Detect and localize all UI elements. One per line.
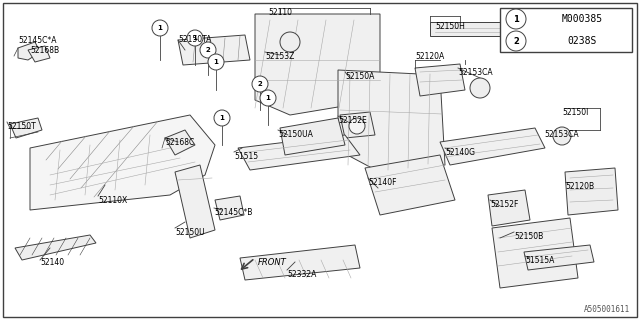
Circle shape — [200, 42, 216, 58]
Polygon shape — [488, 190, 530, 226]
Text: 52150A: 52150A — [345, 72, 374, 81]
Polygon shape — [340, 112, 375, 138]
Circle shape — [260, 90, 276, 106]
Polygon shape — [215, 196, 244, 220]
Text: 52152E: 52152E — [338, 116, 367, 125]
Text: M000385: M000385 — [561, 14, 603, 24]
Text: 52150H: 52150H — [435, 22, 465, 31]
Text: 52168B: 52168B — [30, 46, 59, 55]
Text: 1: 1 — [214, 59, 218, 65]
Text: 52145C*B: 52145C*B — [214, 208, 252, 217]
Text: 52140: 52140 — [40, 258, 64, 267]
Polygon shape — [430, 22, 530, 36]
Text: 52120B: 52120B — [565, 182, 594, 191]
Circle shape — [349, 118, 365, 134]
Polygon shape — [30, 115, 215, 210]
Text: 1: 1 — [220, 115, 225, 121]
Polygon shape — [280, 118, 345, 155]
Text: 51515: 51515 — [234, 152, 258, 161]
Text: 2: 2 — [258, 81, 262, 87]
Polygon shape — [492, 218, 578, 288]
Text: 51515A: 51515A — [525, 256, 554, 265]
Circle shape — [187, 30, 203, 46]
Text: 1: 1 — [266, 95, 271, 101]
Circle shape — [553, 127, 571, 145]
Text: 2: 2 — [205, 47, 211, 53]
Circle shape — [208, 54, 224, 70]
Polygon shape — [15, 235, 96, 260]
Text: 52150TA: 52150TA — [178, 35, 211, 44]
Polygon shape — [165, 130, 195, 155]
Polygon shape — [240, 245, 360, 280]
Circle shape — [252, 76, 268, 92]
Text: 52110: 52110 — [268, 8, 292, 17]
Text: 52120A: 52120A — [415, 52, 444, 61]
Text: 52153Z: 52153Z — [265, 52, 294, 61]
Text: 52150UA: 52150UA — [278, 130, 313, 139]
Polygon shape — [238, 135, 360, 170]
Circle shape — [280, 32, 300, 52]
Polygon shape — [440, 128, 545, 165]
Text: FRONT: FRONT — [258, 258, 287, 267]
Polygon shape — [255, 14, 380, 115]
Text: 52150U: 52150U — [175, 228, 205, 237]
Polygon shape — [178, 35, 250, 65]
Text: 52153CA: 52153CA — [458, 68, 493, 77]
Polygon shape — [415, 64, 465, 96]
Text: 2: 2 — [513, 36, 519, 45]
Text: 52110X: 52110X — [98, 196, 127, 205]
Text: 52150T: 52150T — [7, 122, 36, 131]
Text: 1: 1 — [513, 14, 519, 23]
Circle shape — [506, 9, 526, 29]
Text: 52150I: 52150I — [562, 108, 588, 117]
Text: 52140F: 52140F — [368, 178, 397, 187]
Text: 52332A: 52332A — [287, 270, 316, 279]
Text: 52152F: 52152F — [490, 200, 518, 209]
Polygon shape — [365, 155, 455, 215]
Circle shape — [470, 78, 490, 98]
Text: 52153CA: 52153CA — [544, 130, 579, 139]
Polygon shape — [524, 245, 594, 270]
Text: 1: 1 — [193, 35, 197, 41]
Polygon shape — [10, 118, 42, 138]
Text: 52140G: 52140G — [445, 148, 475, 157]
Circle shape — [214, 110, 230, 126]
Bar — [500, 8, 632, 52]
Text: 52168C: 52168C — [165, 138, 195, 147]
Polygon shape — [175, 165, 215, 238]
Text: 1: 1 — [157, 25, 163, 31]
Circle shape — [506, 31, 526, 51]
Text: A505001611: A505001611 — [584, 305, 630, 314]
Text: 52150B: 52150B — [514, 232, 543, 241]
Text: 0238S: 0238S — [567, 36, 596, 46]
Polygon shape — [28, 46, 50, 62]
Polygon shape — [18, 42, 40, 60]
Circle shape — [152, 20, 168, 36]
Polygon shape — [565, 168, 618, 215]
Text: 52145C*A: 52145C*A — [18, 36, 56, 45]
Polygon shape — [338, 70, 445, 175]
